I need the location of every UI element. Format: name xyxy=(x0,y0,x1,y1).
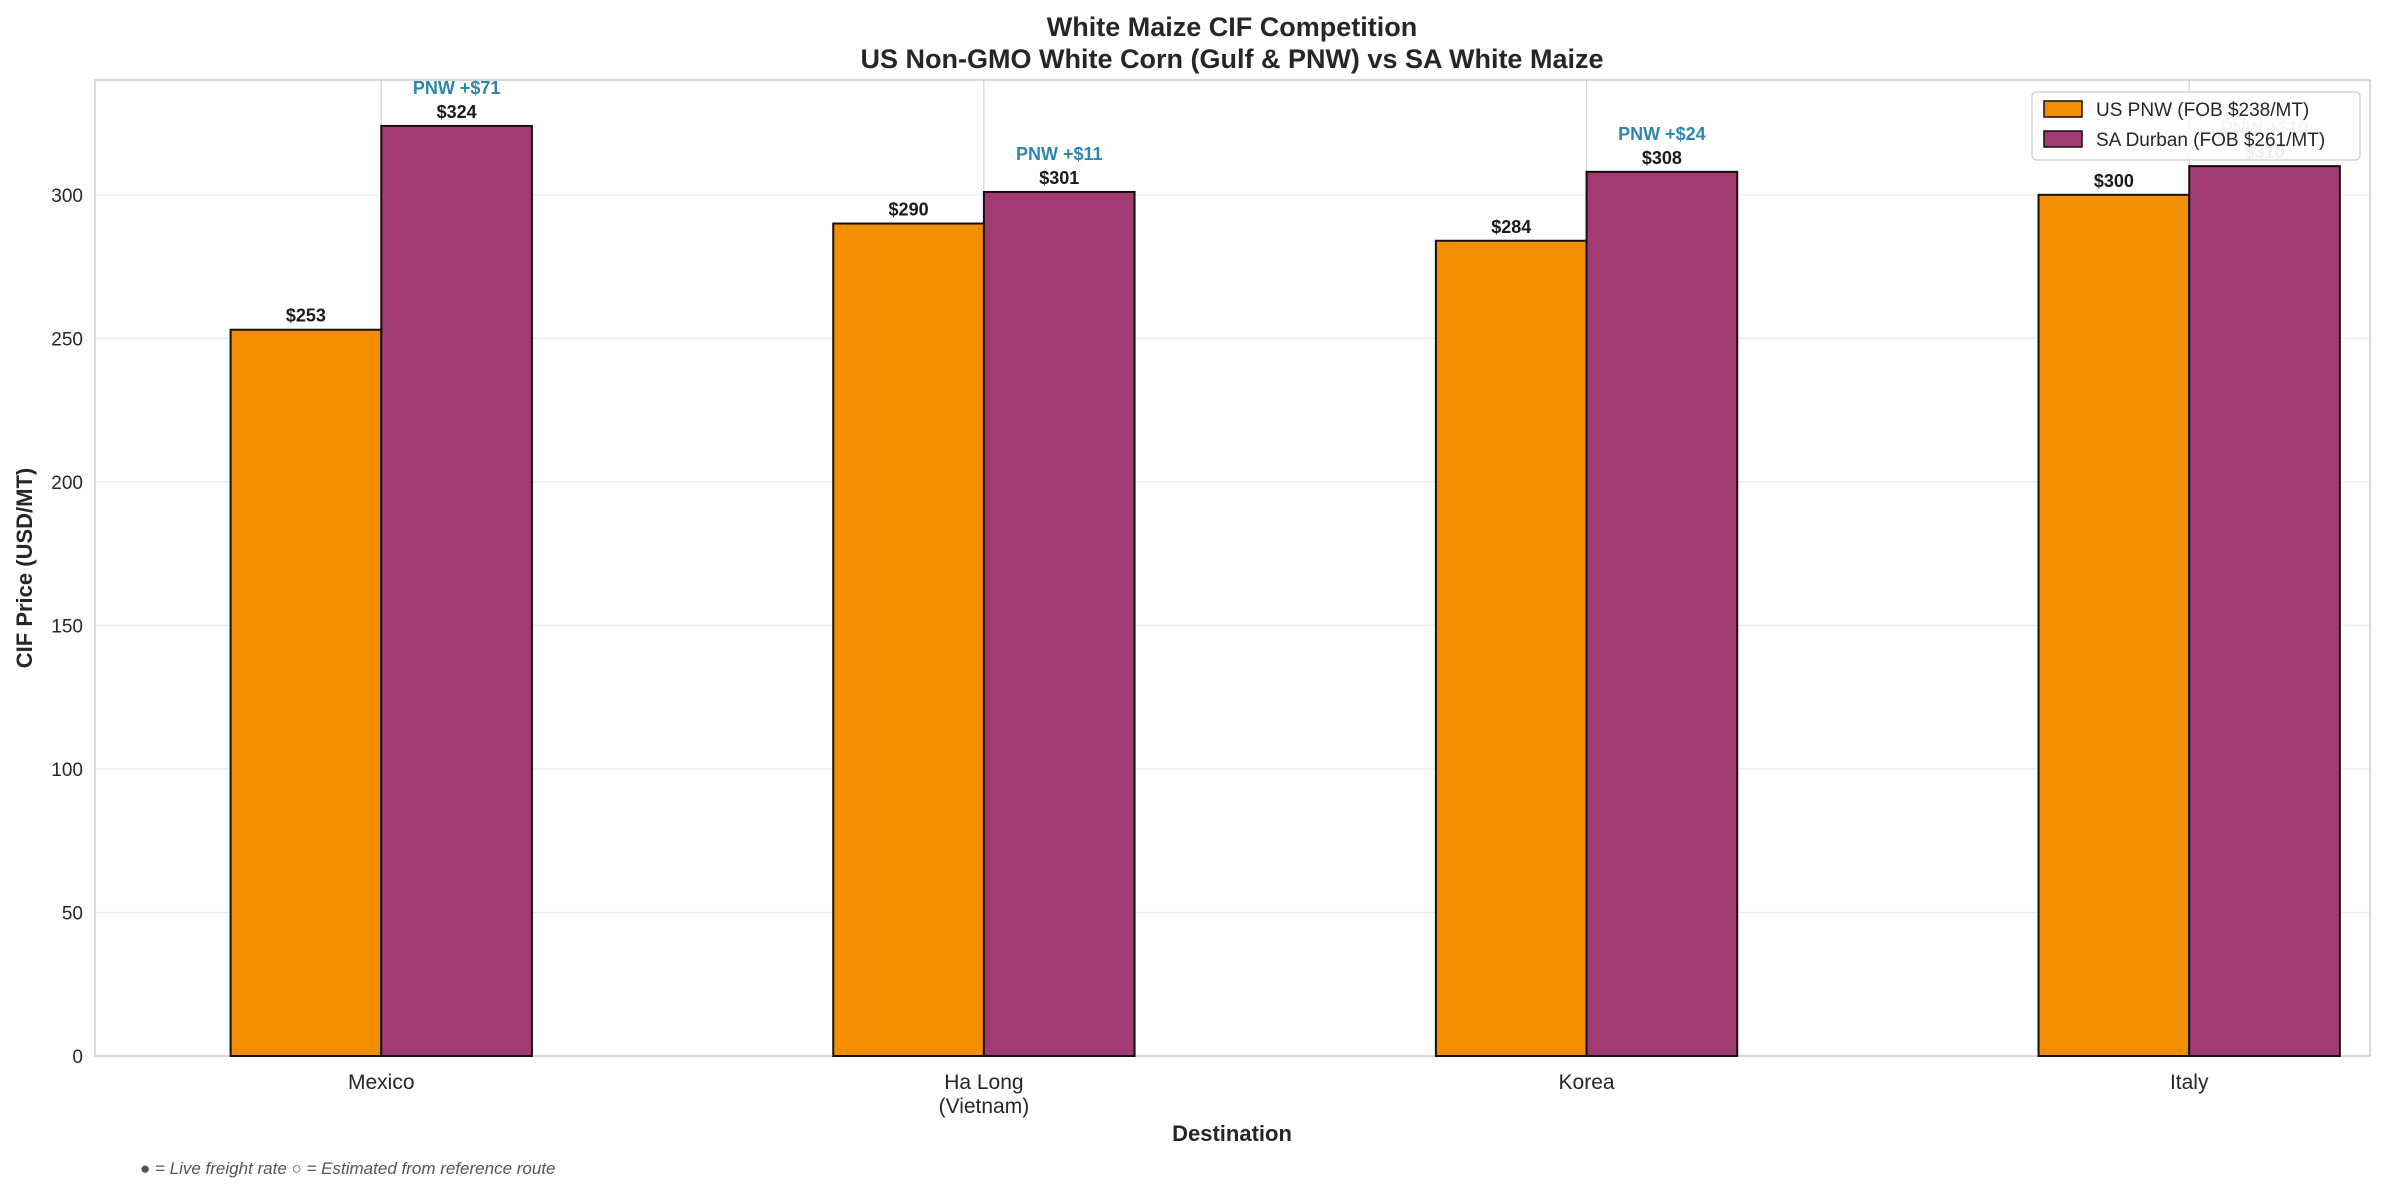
y-tick-label: 250 xyxy=(51,329,83,350)
bar-us-pnw xyxy=(1434,239,1588,1058)
bar-sa-durban xyxy=(380,124,533,1058)
y-axis-label: CIF Price (USD/MT) xyxy=(12,468,37,668)
plot-frame xyxy=(94,79,2371,1057)
legend-label: SA Durban (FOB $261/MT) xyxy=(2096,130,2325,151)
chart-title: White Maize CIF Competition xyxy=(1047,12,1418,42)
y-tick-label: 0 xyxy=(72,1047,83,1068)
x-tick-label: Italy xyxy=(2170,1071,2209,1094)
bar-value-label: $301 xyxy=(1039,168,1079,188)
legend-label: US PNW (FOB $238/MT) xyxy=(2096,100,2309,121)
bar-us-pnw xyxy=(2037,193,2191,1057)
y-tick-label: 150 xyxy=(51,616,83,637)
bar-us-pnw xyxy=(832,222,985,1057)
bar-value-label: $300 xyxy=(2094,171,2134,191)
legend: US PNW (FOB $238/MT) SA Durban (FOB $261/… xyxy=(2031,91,2361,161)
legend-box xyxy=(2031,91,2361,161)
bars xyxy=(229,124,2341,1058)
bar-sa-durban xyxy=(1585,170,1739,1057)
difference-annotation: PNW +$11 xyxy=(1016,144,1103,164)
bar-sa-durban xyxy=(982,190,1136,1057)
y-tick-label: 50 xyxy=(62,903,83,924)
chart-subtitle: US Non-GMO White Corn (Gulf & PNW) vs SA… xyxy=(861,44,1604,74)
bar-us-pnw xyxy=(229,328,383,1058)
x-tick-labels: Mexico Ha Long (Vietnam) Korea Italy xyxy=(348,1071,2209,1118)
x-tick-label: Ha Long (Vietnam) xyxy=(939,1071,1030,1118)
bar-value-label: $284 xyxy=(1491,217,1531,237)
value-labels: $253$290$284$300$324$301$308$310PNW +$71… xyxy=(286,78,2308,326)
y-tick-labels: 0 50 100 150 200 250 300 xyxy=(51,186,83,1068)
x-tick-label: Korea xyxy=(1559,1071,1615,1094)
y-tick-label: 300 xyxy=(51,186,83,207)
bar-value-label: $253 xyxy=(286,306,326,326)
bar-value-label: $308 xyxy=(1642,148,1682,168)
bar-sa-durban xyxy=(2188,165,2341,1057)
bar-value-label: $324 xyxy=(437,102,477,122)
y-tick-label: 200 xyxy=(51,473,83,494)
legend-swatch xyxy=(2043,130,2083,148)
y-tick-label: 100 xyxy=(51,760,83,781)
footnote: ● = Live freight rate ○ = Estimated from… xyxy=(140,1159,556,1178)
difference-annotation: PNW +$71 xyxy=(413,78,501,98)
x-axis-label: Destination xyxy=(1172,1121,1292,1146)
difference-annotation: PNW +$24 xyxy=(1618,124,1706,144)
legend-swatch xyxy=(2043,100,2083,118)
bar-value-label: $290 xyxy=(889,200,929,220)
x-tick-label: Mexico xyxy=(348,1071,415,1094)
